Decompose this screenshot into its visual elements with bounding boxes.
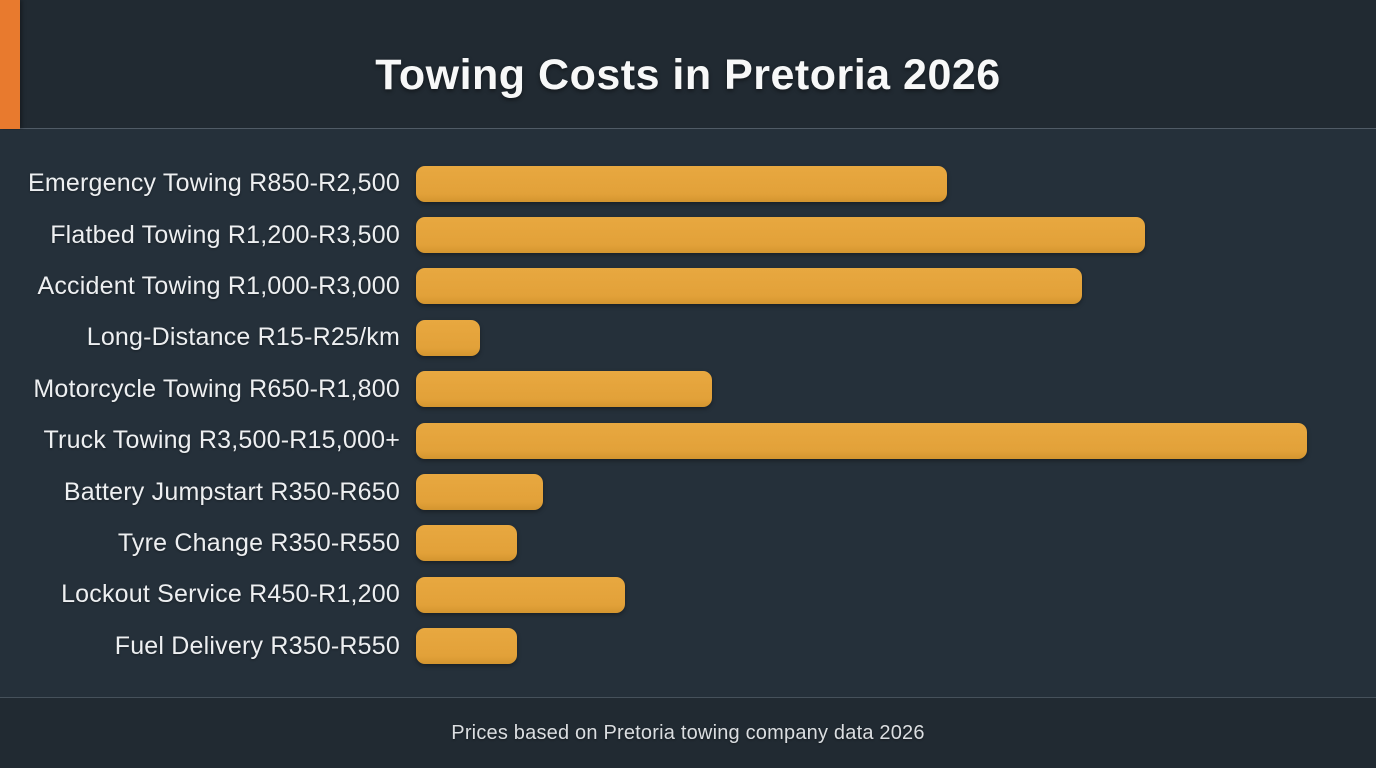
chart-row: Battery Jumpstart R350-R650 <box>0 466 1376 517</box>
value-bar <box>416 576 625 613</box>
value-bar <box>416 371 712 408</box>
category-label: Fuel Delivery R350-R550 <box>114 631 400 660</box>
value-bar <box>416 474 543 511</box>
page-title: Towing Costs in Pretoria 2026 <box>375 50 1001 99</box>
category-label: Battery Jumpstart R350-R650 <box>63 477 400 506</box>
header: Towing Costs in Pretoria 2026 <box>0 0 1376 129</box>
category-label: Motorcycle Towing R650-R1,800 <box>33 374 400 403</box>
chart-row: Fuel Delivery R350-R550 <box>0 621 1376 672</box>
footer: Prices based on Pretoria towing company … <box>0 697 1376 768</box>
chart-row: Accident Towing R1,000-R3,000 <box>0 261 1376 312</box>
chart-row: Tyre Change R350-R550 <box>0 518 1376 569</box>
bar-chart: Emergency Towing R850-R2,500 Flatbed Tow… <box>0 130 1376 697</box>
footer-note: Prices based on Pretoria towing company … <box>451 721 925 744</box>
chart-row: Motorcycle Towing R650-R1,800 <box>0 364 1376 415</box>
value-bar <box>416 268 1082 305</box>
value-bar <box>416 165 947 202</box>
value-bar <box>416 422 1307 459</box>
category-label: Tyre Change R350-R550 <box>117 528 400 557</box>
category-label: Truck Towing R3,500-R15,000+ <box>43 426 400 455</box>
chart-row: Long-Distance R15-R25/km <box>0 312 1376 363</box>
category-label: Lockout Service R450-R1,200 <box>61 580 400 609</box>
accent-strip <box>0 0 20 129</box>
chart-row: Lockout Service R450-R1,200 <box>0 569 1376 620</box>
value-bar <box>416 628 517 665</box>
chart-row: Truck Towing R3,500-R15,000+ <box>0 415 1376 466</box>
category-label: Emergency Towing R850-R2,500 <box>27 169 400 198</box>
chart-row: Flatbed Towing R1,200-R3,500 <box>0 209 1376 260</box>
category-label: Long-Distance R15-R25/km <box>86 323 400 352</box>
chart-row: Emergency Towing R850-R2,500 <box>0 158 1376 209</box>
category-label: Flatbed Towing R1,200-R3,500 <box>50 220 400 249</box>
value-bar <box>416 525 517 562</box>
category-label: Accident Towing R1,000-R3,000 <box>37 271 400 300</box>
value-bar <box>416 319 480 356</box>
value-bar <box>416 217 1145 254</box>
